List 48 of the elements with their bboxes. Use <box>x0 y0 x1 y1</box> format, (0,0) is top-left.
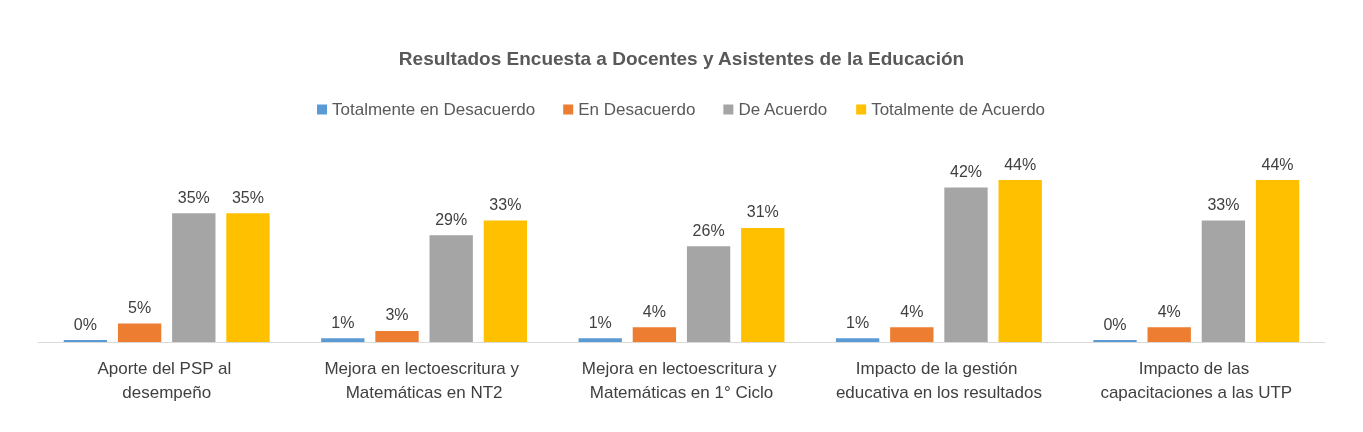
data-label: 3% <box>385 306 409 324</box>
bar <box>321 338 365 342</box>
data-label: 0% <box>73 315 97 333</box>
data-label: 26% <box>692 221 725 239</box>
data-label: 1% <box>588 313 612 331</box>
data-label: 33% <box>1207 196 1240 214</box>
chart-title: Resultados Encuesta a Docentes y Asistentes de la Educación <box>398 48 965 69</box>
data-label: 1% <box>331 313 355 331</box>
bar <box>226 213 270 342</box>
bar <box>375 330 419 342</box>
bar <box>429 235 473 342</box>
legend-label: Totalmente en Desacuerdo <box>332 100 536 119</box>
data-label: 4% <box>642 302 666 320</box>
data-label: 44% <box>1004 155 1037 173</box>
data-label: 4% <box>1157 302 1181 320</box>
data-label: 5% <box>128 299 152 317</box>
data-label: 35% <box>177 188 210 206</box>
bar <box>117 323 162 342</box>
x-tick-label: Mejora en lectoescritura y Matemáticas en NT2 <box>324 358 524 402</box>
bar <box>835 338 880 342</box>
legend-label: En Desacuerdo <box>578 100 696 119</box>
data-label: 4% <box>900 302 924 320</box>
data-label: 31% <box>746 203 779 221</box>
x-tick-label: Impacto de las capacitaciones a las UTP <box>1100 358 1293 402</box>
legend-label: De Acuerdo <box>738 100 828 119</box>
bar <box>1201 220 1246 342</box>
x-tick-label: Aporte del PSP al desempeño <box>97 358 236 402</box>
bar <box>483 220 528 342</box>
bar <box>890 327 934 342</box>
x-tick-label: Mejora en lectoescritura y Matemáticas en 1° Ciclo <box>581 358 782 402</box>
bar <box>1147 327 1191 342</box>
bar <box>172 213 216 342</box>
data-label: 1% <box>846 313 870 331</box>
bar <box>741 227 785 342</box>
bar <box>1255 180 1300 342</box>
bar <box>944 187 988 342</box>
bar <box>998 180 1042 342</box>
data-label: 29% <box>435 210 468 228</box>
bar <box>632 327 677 342</box>
bar <box>578 338 622 342</box>
legend-label: Totalmente de Acuerdo <box>871 100 1046 119</box>
data-label: 35% <box>231 188 264 206</box>
bar <box>686 246 731 342</box>
x-tick-label: Impacto de la gestión educativa en los resultados <box>835 358 1042 402</box>
data-label: 0% <box>1103 315 1127 333</box>
data-label: 33% <box>489 196 522 214</box>
data-label: 44% <box>1261 155 1294 173</box>
data-label: 42% <box>949 162 983 180</box>
